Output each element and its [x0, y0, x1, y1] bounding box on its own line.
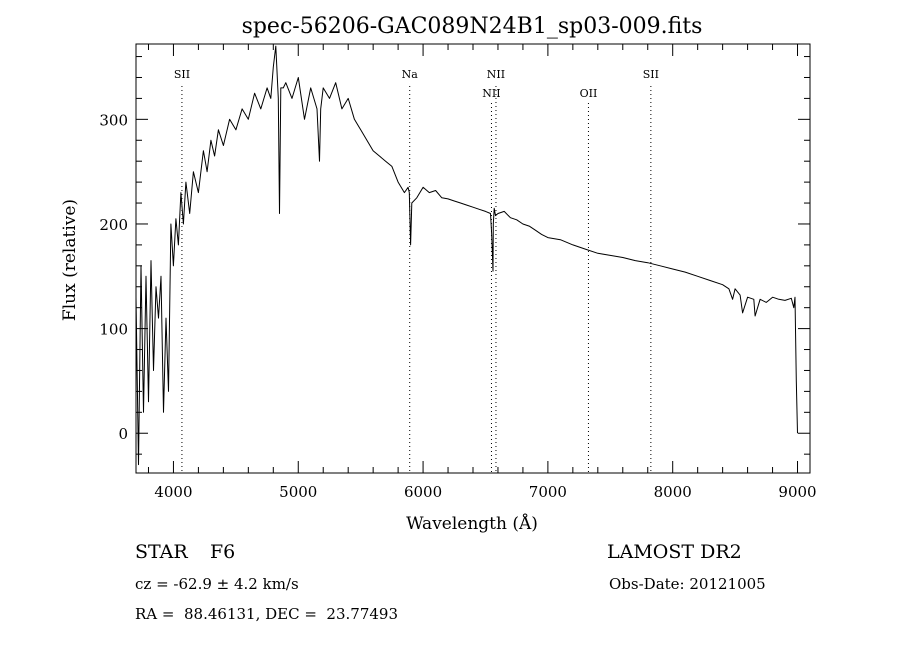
spectral-line-label: OII — [580, 87, 598, 100]
x-tick-label: 4000 — [154, 483, 192, 501]
object-class: STAR — [135, 541, 188, 563]
y-tick-label: 100 — [99, 321, 128, 339]
x-axis-label: Wavelength (Å) — [406, 513, 538, 534]
spectrum-series — [135, 45, 798, 466]
x-tick-label: 9000 — [778, 483, 816, 501]
spectral-line-markers: SII Na NII NII OII SII — [174, 68, 659, 473]
axis-ticks: 4000 5000 6000 7000 8000 9000 0 100 200 300 — [99, 44, 817, 501]
chart-title: spec-56206-GAC089N24B1_sp03-009.fits — [242, 14, 703, 39]
coordinates: RA = 88.46131, DEC = 23.77493 — [135, 605, 399, 623]
x-tick-label: 7000 — [529, 483, 567, 501]
spectral-line-label: NII — [487, 68, 505, 81]
plot-border — [135, 43, 811, 474]
spectral-line-label: SII — [174, 68, 190, 81]
spectral-line-label: SII — [643, 68, 659, 81]
x-tick-label: 8000 — [654, 483, 692, 501]
spectral-line-label: Na — [402, 68, 419, 81]
y-tick-label: 200 — [99, 216, 128, 234]
redshift-value: cz = -62.9 ± 4.2 km/s — [135, 575, 299, 593]
plot-frame — [135, 43, 811, 474]
x-tick-label: 5000 — [279, 483, 317, 501]
y-tick-label: 0 — [118, 425, 128, 443]
y-axis-label: Flux (relative) — [60, 199, 80, 321]
x-tick-label: 6000 — [404, 483, 442, 501]
spectral-line-label: NII — [482, 87, 500, 100]
spectrum-line — [135, 45, 798, 466]
object-subclass: F6 — [210, 541, 236, 563]
observation-date: Obs-Date: 20121005 — [609, 575, 766, 593]
y-tick-label: 300 — [99, 111, 128, 129]
survey-name: LAMOST DR2 — [607, 541, 742, 563]
